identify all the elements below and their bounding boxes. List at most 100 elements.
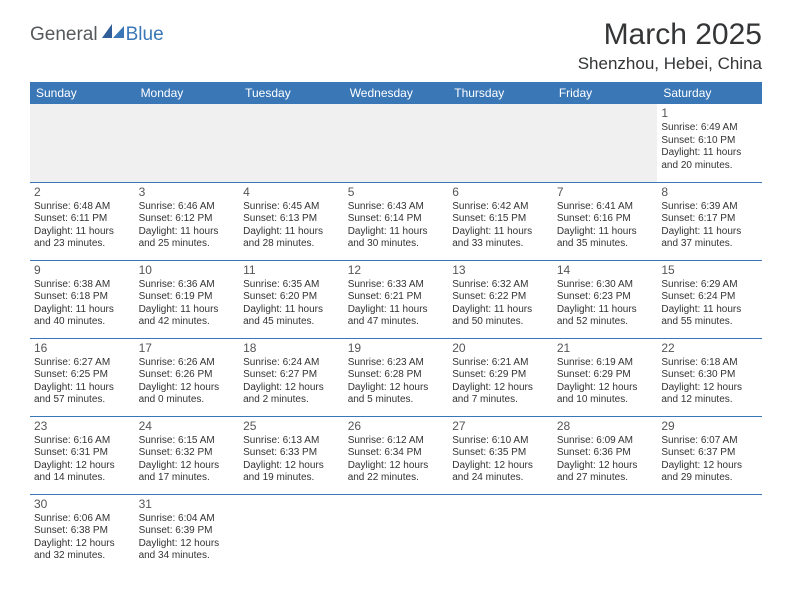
daylight-text: and 40 minutes. xyxy=(34,316,131,329)
sunrise-text: Sunrise: 6:27 AM xyxy=(34,357,131,370)
daylight-text: and 50 minutes. xyxy=(452,316,549,329)
daylight-text: and 42 minutes. xyxy=(139,316,236,329)
calendar-week-row: 23Sunrise: 6:16 AMSunset: 6:31 PMDayligh… xyxy=(30,416,762,494)
daylight-text: and 20 minutes. xyxy=(661,160,758,173)
sunrise-text: Sunrise: 6:42 AM xyxy=(452,201,549,214)
sunrise-text: Sunrise: 6:21 AM xyxy=(452,357,549,370)
calendar-day-cell: 10Sunrise: 6:36 AMSunset: 6:19 PMDayligh… xyxy=(135,260,240,338)
calendar-day-cell: 26Sunrise: 6:12 AMSunset: 6:34 PMDayligh… xyxy=(344,416,449,494)
daylight-text: and 24 minutes. xyxy=(452,472,549,485)
daylight-text: Daylight: 11 hours xyxy=(348,304,445,317)
sunrise-text: Sunrise: 6:04 AM xyxy=(139,513,236,526)
sunset-text: Sunset: 6:27 PM xyxy=(243,369,340,382)
day-number: 31 xyxy=(139,497,236,512)
sunrise-text: Sunrise: 6:41 AM xyxy=(557,201,654,214)
sunrise-text: Sunrise: 6:32 AM xyxy=(452,279,549,292)
sunrise-text: Sunrise: 6:29 AM xyxy=(661,279,758,292)
daylight-text: Daylight: 12 hours xyxy=(661,382,758,395)
sunset-text: Sunset: 6:16 PM xyxy=(557,213,654,226)
weekday-header: Friday xyxy=(553,82,658,104)
daylight-text: Daylight: 12 hours xyxy=(243,460,340,473)
day-number: 10 xyxy=(139,263,236,278)
calendar-day-cell: 21Sunrise: 6:19 AMSunset: 6:29 PMDayligh… xyxy=(553,338,658,416)
day-number: 25 xyxy=(243,419,340,434)
sunrise-text: Sunrise: 6:18 AM xyxy=(661,357,758,370)
sunrise-text: Sunrise: 6:43 AM xyxy=(348,201,445,214)
weekday-header: Monday xyxy=(135,82,240,104)
calendar-day-cell xyxy=(657,494,762,572)
location-text: Shenzhou, Hebei, China xyxy=(578,54,762,74)
calendar-week-row: 1Sunrise: 6:49 AMSunset: 6:10 PMDaylight… xyxy=(30,104,762,182)
calendar-day-cell xyxy=(448,104,553,182)
weekday-header: Saturday xyxy=(657,82,762,104)
day-number: 4 xyxy=(243,185,340,200)
sunset-text: Sunset: 6:30 PM xyxy=(661,369,758,382)
calendar-header-row: SundayMondayTuesdayWednesdayThursdayFrid… xyxy=(30,82,762,104)
calendar-week-row: 16Sunrise: 6:27 AMSunset: 6:25 PMDayligh… xyxy=(30,338,762,416)
sunrise-text: Sunrise: 6:06 AM xyxy=(34,513,131,526)
daylight-text: Daylight: 11 hours xyxy=(243,226,340,239)
calendar-day-cell: 23Sunrise: 6:16 AMSunset: 6:31 PMDayligh… xyxy=(30,416,135,494)
calendar-day-cell: 31Sunrise: 6:04 AMSunset: 6:39 PMDayligh… xyxy=(135,494,240,572)
day-number: 11 xyxy=(243,263,340,278)
day-number: 14 xyxy=(557,263,654,278)
title-block: March 2025 Shenzhou, Hebei, China xyxy=(578,18,762,74)
sunset-text: Sunset: 6:14 PM xyxy=(348,213,445,226)
calendar-day-cell xyxy=(30,104,135,182)
calendar-day-cell xyxy=(135,104,240,182)
calendar-day-cell xyxy=(239,494,344,572)
daylight-text: and 57 minutes. xyxy=(34,394,131,407)
sunrise-text: Sunrise: 6:36 AM xyxy=(139,279,236,292)
day-number: 29 xyxy=(661,419,758,434)
sunrise-text: Sunrise: 6:46 AM xyxy=(139,201,236,214)
day-number: 22 xyxy=(661,341,758,356)
logo: General Blue xyxy=(30,18,164,46)
daylight-text: Daylight: 12 hours xyxy=(452,382,549,395)
daylight-text: Daylight: 11 hours xyxy=(34,382,131,395)
sunrise-text: Sunrise: 6:48 AM xyxy=(34,201,131,214)
day-number: 17 xyxy=(139,341,236,356)
sunset-text: Sunset: 6:12 PM xyxy=(139,213,236,226)
calendar-day-cell: 2Sunrise: 6:48 AMSunset: 6:11 PMDaylight… xyxy=(30,182,135,260)
sunrise-text: Sunrise: 6:19 AM xyxy=(557,357,654,370)
calendar-day-cell: 14Sunrise: 6:30 AMSunset: 6:23 PMDayligh… xyxy=(553,260,658,338)
sunrise-text: Sunrise: 6:45 AM xyxy=(243,201,340,214)
daylight-text: and 7 minutes. xyxy=(452,394,549,407)
sunset-text: Sunset: 6:25 PM xyxy=(34,369,131,382)
calendar-day-cell xyxy=(553,104,658,182)
daylight-text: and 30 minutes. xyxy=(348,238,445,251)
calendar-day-cell xyxy=(344,104,449,182)
calendar-week-row: 30Sunrise: 6:06 AMSunset: 6:38 PMDayligh… xyxy=(30,494,762,572)
sunset-text: Sunset: 6:13 PM xyxy=(243,213,340,226)
daylight-text: Daylight: 12 hours xyxy=(661,460,758,473)
day-number: 6 xyxy=(452,185,549,200)
daylight-text: and 37 minutes. xyxy=(661,238,758,251)
sunset-text: Sunset: 6:11 PM xyxy=(34,213,131,226)
sunset-text: Sunset: 6:10 PM xyxy=(661,135,758,148)
daylight-text: and 0 minutes. xyxy=(139,394,236,407)
sunrise-text: Sunrise: 6:09 AM xyxy=(557,435,654,448)
daylight-text: and 33 minutes. xyxy=(452,238,549,251)
daylight-text: and 17 minutes. xyxy=(139,472,236,485)
daylight-text: and 34 minutes. xyxy=(139,550,236,563)
sunrise-text: Sunrise: 6:49 AM xyxy=(661,122,758,135)
sunset-text: Sunset: 6:29 PM xyxy=(452,369,549,382)
daylight-text: and 45 minutes. xyxy=(243,316,340,329)
sunset-text: Sunset: 6:26 PM xyxy=(139,369,236,382)
calendar-day-cell: 22Sunrise: 6:18 AMSunset: 6:30 PMDayligh… xyxy=(657,338,762,416)
calendar-day-cell: 12Sunrise: 6:33 AMSunset: 6:21 PMDayligh… xyxy=(344,260,449,338)
daylight-text: Daylight: 12 hours xyxy=(348,382,445,395)
sunrise-text: Sunrise: 6:15 AM xyxy=(139,435,236,448)
sunset-text: Sunset: 6:28 PM xyxy=(348,369,445,382)
sunset-text: Sunset: 6:29 PM xyxy=(557,369,654,382)
sail-icon xyxy=(102,24,124,38)
calendar-day-cell: 15Sunrise: 6:29 AMSunset: 6:24 PMDayligh… xyxy=(657,260,762,338)
sunrise-text: Sunrise: 6:13 AM xyxy=(243,435,340,448)
day-number: 26 xyxy=(348,419,445,434)
daylight-text: and 52 minutes. xyxy=(557,316,654,329)
calendar-day-cell: 13Sunrise: 6:32 AMSunset: 6:22 PMDayligh… xyxy=(448,260,553,338)
calendar-day-cell: 16Sunrise: 6:27 AMSunset: 6:25 PMDayligh… xyxy=(30,338,135,416)
daylight-text: Daylight: 12 hours xyxy=(34,538,131,551)
daylight-text: Daylight: 11 hours xyxy=(34,304,131,317)
sunset-text: Sunset: 6:38 PM xyxy=(34,525,131,538)
